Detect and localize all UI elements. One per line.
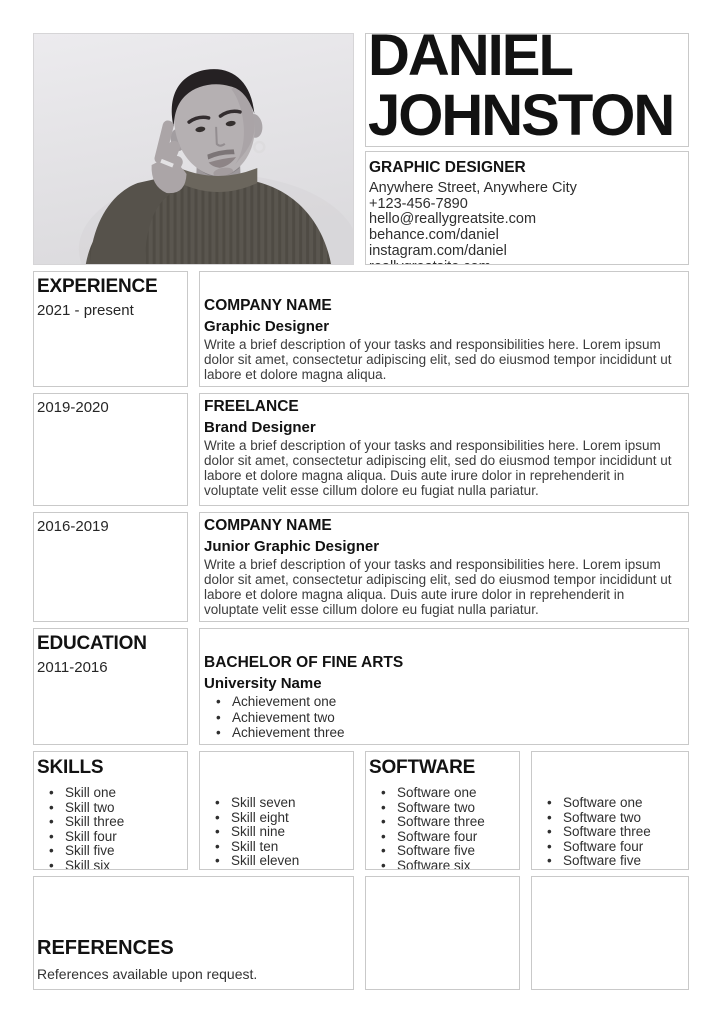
contact-email: hello@reallygreatsite.com xyxy=(369,211,537,228)
job-entry: COMPANY NAME Junior Graphic Designer Wri… xyxy=(199,512,689,622)
skill-item: Skill eleven xyxy=(215,853,351,869)
software-item: Software three xyxy=(547,824,686,840)
education-entry: BACHELOR OF FINE ARTS University Name Ac… xyxy=(199,628,689,745)
header-right: DANIEL JOHNSTON GRAPHIC DESIGNER Anywhere… xyxy=(365,33,689,265)
software-item: Software four xyxy=(381,829,517,845)
job-dates-cell: 2019-2020 xyxy=(33,393,188,506)
skill-item: Skill four xyxy=(49,829,185,845)
achievement-item: Achievement three xyxy=(216,725,674,741)
job-role: Junior Graphic Designer xyxy=(204,538,380,555)
company-name: FREELANCE xyxy=(204,398,299,415)
empty-cell xyxy=(531,876,689,990)
skill-item: Skill five xyxy=(49,843,185,859)
references-note: References available upon request. xyxy=(37,966,258,982)
contact-behance: behance.com/daniel xyxy=(369,227,499,244)
skill-item: Skill two xyxy=(49,800,185,816)
skill-item: Skill twelve xyxy=(215,868,351,869)
skill-item: Skill eight xyxy=(215,810,351,826)
company-name: COMPANY NAME xyxy=(204,297,332,314)
resume-grid: DANIEL JOHNSTON GRAPHIC DESIGNER Anywhere… xyxy=(33,33,690,990)
job-role: Graphic Designer xyxy=(204,318,330,335)
skill-item: Skill three xyxy=(49,814,185,830)
skill-item: Skill six xyxy=(49,858,185,869)
software-item: Software two xyxy=(381,800,517,816)
contact-instagram: instagram.com/daniel xyxy=(369,242,507,259)
page-title: DANIEL JOHNSTON xyxy=(368,33,688,147)
name-block: DANIEL JOHNSTON xyxy=(365,33,689,147)
software-column-one: SOFTWARE Software one Software two Softw… xyxy=(365,751,520,870)
contact-address: Anywhere Street, Anywhere City xyxy=(369,180,577,196)
job-role: Brand Designer xyxy=(204,419,316,436)
job-dates: 2019-2020 xyxy=(37,399,109,416)
skill-item: Skill seven xyxy=(215,795,351,811)
skills-list-one: Skill one Skill two Skill three Skill fo… xyxy=(37,785,185,869)
skill-item: Skill nine xyxy=(215,824,351,840)
skills-list-two: Skill seven Skill eight Skill nine Skill… xyxy=(203,795,351,869)
software-list-one: Software one Software two Software three… xyxy=(369,785,517,869)
education-header-cell: EDUCATION 2011-2016 xyxy=(33,628,188,745)
earring xyxy=(253,140,266,154)
education-section-title: EDUCATION xyxy=(37,633,147,654)
achievement-item: Achievement one xyxy=(216,694,674,710)
software-item: Software one xyxy=(381,785,517,801)
software-list-two: Software one Software two Software three… xyxy=(535,795,686,869)
contact-phone: +123-456-7890 xyxy=(369,195,468,212)
empty-cell xyxy=(365,876,520,990)
software-item: Software three xyxy=(381,814,517,830)
references-section-title: REFERENCES xyxy=(37,937,174,959)
experience-header-cell: EXPERIENCE 2021 - present xyxy=(33,271,188,387)
degree-name: BACHELOR OF FINE ARTS xyxy=(204,654,404,671)
job-dates: 2016-2019 xyxy=(37,518,109,535)
software-section-title: SOFTWARE xyxy=(369,757,476,778)
software-item: Software two xyxy=(547,810,686,826)
job-entry: FREELANCE Brand Designer Write a brief d… xyxy=(199,393,689,506)
software-item: Software four xyxy=(547,839,686,855)
experience-section-title: EXPERIENCE xyxy=(37,276,158,297)
contact-website: reallygreatsite.com xyxy=(369,259,682,264)
job-description: Write a brief description of your tasks … xyxy=(204,438,672,498)
first-name: DANIEL xyxy=(368,33,574,88)
last-name: JOHNSTON xyxy=(368,83,675,147)
achievement-list: Achievement one Achievement two Achievem… xyxy=(204,694,674,741)
software-item: Software six xyxy=(381,858,517,869)
job-dates: 2021 - present xyxy=(37,302,134,319)
job-title: GRAPHIC DESIGNER xyxy=(369,159,526,176)
skill-item: Skill one xyxy=(49,785,185,801)
profile-photo xyxy=(33,33,354,265)
references-cell: REFERENCES References available upon req… xyxy=(33,876,354,990)
contact-block: GRAPHIC DESIGNER Anywhere Street, Anywhe… xyxy=(365,151,689,265)
software-item: Software one xyxy=(547,795,686,811)
job-dates-cell: 2016-2019 xyxy=(33,512,188,622)
job-description: Write a brief description of your tasks … xyxy=(204,557,672,617)
job-description: Write a brief description of your tasks … xyxy=(204,337,672,382)
software-item: Software six xyxy=(547,868,686,869)
job-entry: COMPANY NAME Graphic Designer Write a br… xyxy=(199,271,689,387)
skills-section-title: SKILLS xyxy=(37,757,104,778)
portrait-photo-illustration xyxy=(34,34,353,264)
software-item: Software five xyxy=(547,853,686,869)
school-name: University Name xyxy=(204,675,322,692)
software-item: Software five xyxy=(381,843,517,859)
skills-column-two: Skill seven Skill eight Skill nine Skill… xyxy=(199,751,354,870)
skill-item: Skill ten xyxy=(215,839,351,855)
education-dates: 2011-2016 xyxy=(37,659,108,676)
company-name: COMPANY NAME xyxy=(204,517,332,534)
skills-column-one: SKILLS Skill one Skill two Skill three S… xyxy=(33,751,188,870)
achievement-item: Achievement two xyxy=(216,710,674,726)
software-column-two: Software one Software two Software three… xyxy=(531,751,689,870)
